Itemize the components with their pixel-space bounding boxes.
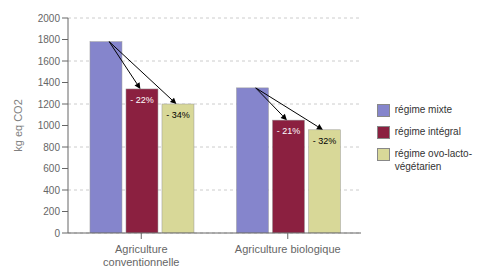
svg-text:1400: 1400 [38,77,61,88]
svg-text:- 34%: - 34% [166,110,190,120]
svg-text:400: 400 [43,185,60,196]
svg-text:600: 600 [43,163,60,174]
html-text:régime mixte: régime mixte [394,104,452,115]
svg-text:200: 200 [43,206,60,217]
svg-text:kg eq CO2: kg eq CO2 [12,99,24,152]
svg-text:800: 800 [43,142,60,153]
svg-text:0: 0 [54,228,60,239]
html-text:régime intégral: régime intégral [394,126,461,137]
svg-text:1600: 1600 [38,56,61,67]
svg-text:Agriculture biologique: Agriculture biologique [235,243,341,255]
svg-text:- 22%: - 22% [130,95,154,105]
svg-text:2000: 2000 [38,13,61,24]
html-text:régime ovo-lacto- végétarien: régime ovo-lacto- végétarien [394,148,472,172]
svg-text:Agricultureconventionnelle: Agricultureconventionnelle [103,243,179,267]
svg-text:1000: 1000 [38,120,61,131]
svg-text:1800: 1800 [38,34,61,45]
svg-text:- 21%: - 21% [277,126,301,136]
svg-text:1200: 1200 [38,99,61,110]
svg-text:- 32%: - 32% [313,136,337,146]
